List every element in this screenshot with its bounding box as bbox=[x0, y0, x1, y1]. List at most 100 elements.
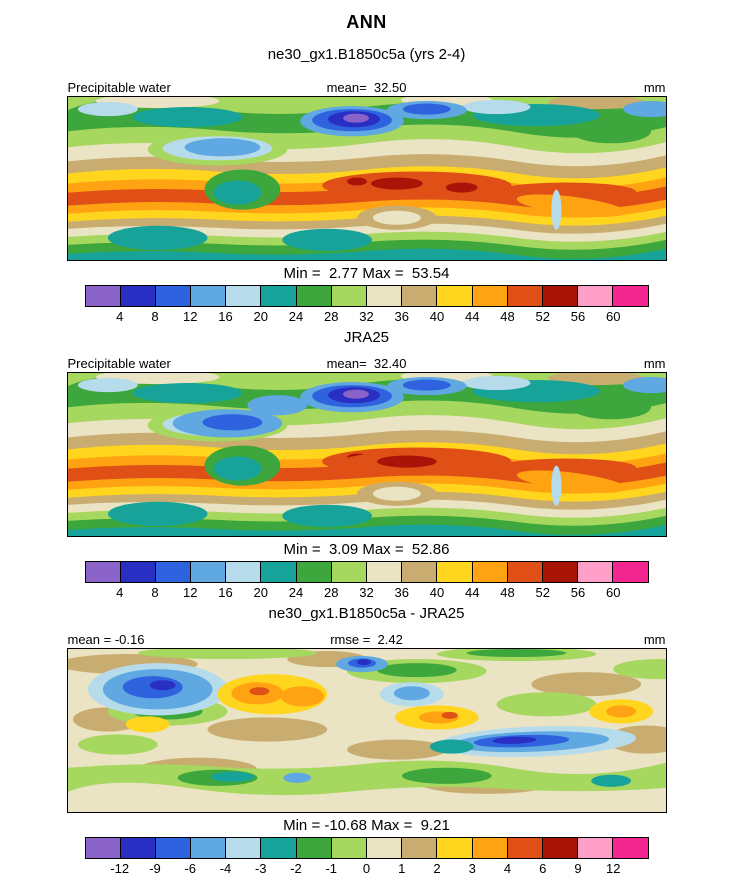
colorbar-tick-label: 36 bbox=[394, 585, 409, 600]
mean-value: mean= 32.50 bbox=[326, 80, 407, 95]
colorbar-cell bbox=[472, 562, 508, 582]
colorbar-model: 4 8 12 16 20 24 28 32 36 40 44 48 52 56 60 bbox=[84, 285, 649, 324]
colorbar-cell bbox=[226, 562, 262, 582]
colorbar-cell bbox=[261, 286, 297, 306]
field-label: Precipitable water bbox=[67, 356, 171, 371]
colorbar-strip bbox=[84, 837, 649, 859]
units-label: mm bbox=[643, 356, 666, 371]
colorbar-tick-label: 60 bbox=[606, 585, 621, 600]
colorbar-cell bbox=[191, 838, 227, 858]
colorbar-cell bbox=[367, 562, 403, 582]
minmax-obs: Min = 3.09 Max = 52.86 bbox=[283, 541, 450, 558]
colorbar-cell bbox=[472, 286, 508, 306]
colorbar-tick-label: 60 bbox=[606, 309, 621, 324]
panel-diff-header: mean = -0.16 rmse = 2.42 mm bbox=[68, 632, 666, 647]
colorbar-cell bbox=[402, 838, 438, 858]
colorbar-tick-label: 9 bbox=[574, 861, 582, 876]
colorbar-cell bbox=[437, 562, 473, 582]
subtitle-diff-case: ne30_gx1.B1850c5a - JRA25 bbox=[268, 605, 465, 622]
colorbar-tick-label: -9 bbox=[149, 861, 161, 876]
colorbar-obs: 4 8 12 16 20 24 28 32 36 40 44 48 52 56 60 bbox=[84, 561, 649, 600]
colorbar-cell bbox=[507, 562, 543, 582]
colorbar-cell bbox=[85, 286, 121, 306]
colorbar-cell bbox=[367, 838, 403, 858]
colorbar-tick-label: -4 bbox=[219, 861, 232, 876]
colorbar-cell bbox=[437, 838, 473, 858]
colorbar-tick-label: -12 bbox=[110, 861, 130, 876]
colorbar-tick-label: 0 bbox=[362, 861, 371, 876]
colorbar-cell bbox=[578, 286, 614, 306]
colorbar-tick-label: 20 bbox=[253, 309, 268, 324]
panel-model-header: Precipitable water mean= 32.50 mm bbox=[68, 80, 666, 95]
colorbar-tick-label: 8 bbox=[151, 309, 159, 324]
colorbar-tick-labels: 4 8 12 16 20 24 28 32 36 40 44 48 52 56 60 bbox=[85, 583, 649, 600]
units-label: mm bbox=[643, 632, 666, 647]
colorbar-cell bbox=[120, 286, 156, 306]
colorbar-cell bbox=[191, 286, 227, 306]
minmax-model: Min = 2.77 Max = 53.54 bbox=[283, 265, 450, 282]
colorbar-cell bbox=[507, 838, 543, 858]
panel-obs-header: Precipitable water mean= 32.40 mm bbox=[68, 356, 666, 371]
colorbar-cell bbox=[613, 838, 648, 858]
colorbar-tick-label: 6 bbox=[539, 861, 547, 876]
colorbar-cell bbox=[402, 562, 438, 582]
colorbar-tick-label: 32 bbox=[359, 309, 374, 324]
colorbar-cell bbox=[120, 838, 156, 858]
colorbar-tick-label: -3 bbox=[254, 861, 267, 876]
colorbar-cell bbox=[155, 286, 192, 306]
mean-value: mean = -0.16 bbox=[67, 632, 145, 647]
colorbar-tick-label: -6 bbox=[184, 861, 197, 876]
colorbar-tick-label: 16 bbox=[218, 309, 233, 324]
mean-value: mean= 32.40 bbox=[326, 356, 407, 371]
colorbar-strip bbox=[84, 561, 649, 583]
colorbar-cell bbox=[261, 838, 297, 858]
colorbar-tick-label: -2 bbox=[290, 861, 302, 876]
colorbar-tick-label: 40 bbox=[429, 309, 445, 324]
colorbar-cell bbox=[226, 286, 262, 306]
colorbar-cell bbox=[120, 562, 156, 582]
colorbar-cell bbox=[578, 562, 614, 582]
map-diff-plot bbox=[67, 649, 666, 812]
colorbar-cell bbox=[402, 286, 438, 306]
colorbar-tick-label: 52 bbox=[535, 585, 550, 600]
colorbar-tick-labels: 4 8 12 16 20 24 28 32 36 40 44 48 52 56 60 bbox=[85, 307, 649, 324]
colorbar-cell bbox=[85, 838, 121, 858]
colorbar-tick-label: 44 bbox=[465, 585, 480, 600]
colorbar-tick-label: 24 bbox=[288, 309, 304, 324]
colorbar-cell bbox=[296, 838, 332, 858]
colorbar-cell bbox=[296, 286, 332, 306]
colorbar-cell bbox=[613, 286, 648, 306]
colorbar-cell bbox=[191, 562, 227, 582]
field-label: Precipitable water bbox=[67, 80, 171, 95]
colorbar-tick-label: 4 bbox=[116, 585, 124, 600]
map-obs-plot bbox=[67, 373, 666, 536]
colorbar-tick-label: 36 bbox=[394, 309, 409, 324]
colorbar-tick-label: 12 bbox=[183, 585, 198, 600]
colorbar-cell bbox=[507, 286, 543, 306]
colorbar-tick-label: 4 bbox=[116, 309, 124, 324]
colorbar-cell bbox=[542, 286, 579, 306]
colorbar-cell bbox=[296, 562, 332, 582]
colorbar-tick-label: 16 bbox=[218, 585, 233, 600]
colorbar-cell bbox=[542, 562, 579, 582]
colorbar-cell bbox=[472, 838, 508, 858]
map-diff bbox=[66, 648, 667, 813]
map-model-plot bbox=[67, 97, 666, 260]
colorbar-tick-label: 12 bbox=[183, 309, 198, 324]
colorbar-cell bbox=[226, 838, 262, 858]
colorbar-tick-label: 56 bbox=[570, 309, 586, 324]
colorbar-cell bbox=[331, 838, 367, 858]
colorbar-tick-label: 8 bbox=[151, 585, 159, 600]
colorbar-tick-label: 32 bbox=[359, 585, 374, 600]
rmse-value: rmse = 2.42 bbox=[330, 632, 403, 647]
colorbar-tick-label: 52 bbox=[535, 309, 550, 324]
map-model bbox=[66, 96, 667, 261]
minmax-diff: Min = -10.68 Max = 9.21 bbox=[283, 817, 450, 834]
colorbar-tick-label: 40 bbox=[429, 585, 445, 600]
colorbar-cell bbox=[367, 286, 403, 306]
colorbar-cell bbox=[613, 562, 648, 582]
colorbar-tick-label: -1 bbox=[325, 861, 338, 876]
subtitle-model-case: ne30_gx1.B1850c5a (yrs 2-4) bbox=[267, 46, 466, 63]
colorbar-tick-label: 24 bbox=[288, 585, 304, 600]
